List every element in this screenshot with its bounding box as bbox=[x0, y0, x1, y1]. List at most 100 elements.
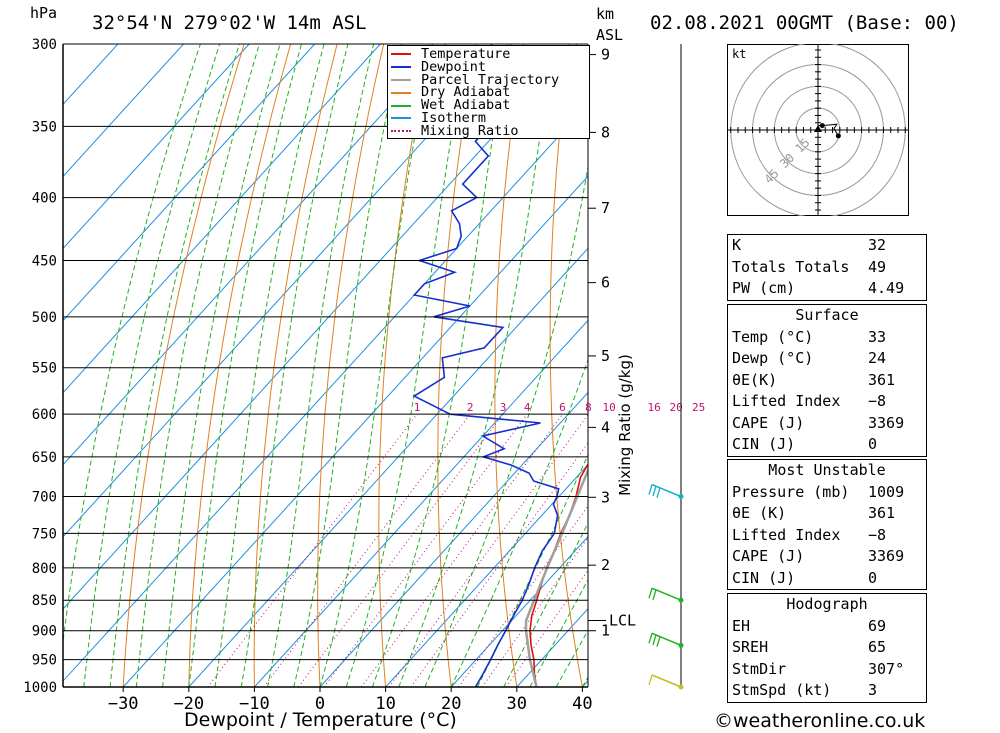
mixing-ratio-tick-label: 25 bbox=[692, 401, 705, 414]
isotherm-line bbox=[63, 44, 447, 466]
indices-row: CAPE (J) 3369 bbox=[728, 546, 926, 568]
indices-label: θE (K) bbox=[732, 504, 787, 522]
pressure-tick-label: 1000 bbox=[23, 680, 57, 696]
asl-label: ASL bbox=[596, 26, 624, 44]
indices-label: EH bbox=[732, 616, 751, 635]
indices-label: Temp (°C) bbox=[732, 327, 814, 346]
legend-label: Temperature bbox=[421, 46, 511, 62]
pressure-tick-label: 800 bbox=[32, 561, 57, 577]
legend-swatch bbox=[391, 66, 411, 69]
indices-label: StmSpd (kt) bbox=[732, 681, 832, 699]
height-tick-label: 4 bbox=[601, 418, 610, 436]
height-tick-label: 7 bbox=[601, 199, 610, 217]
mixing-ratio-tick-label: 20 bbox=[670, 401, 683, 414]
datetime-label: 02.08.2021 00GMT (Base: 00) bbox=[650, 12, 959, 34]
mixing-ratio-line bbox=[263, 413, 471, 687]
legend-item: Wet Adiabat bbox=[388, 99, 589, 112]
height-tick-label: 1 bbox=[601, 622, 610, 640]
indices-value: 0 bbox=[868, 435, 878, 453]
hodograph-point bbox=[835, 133, 841, 139]
mixing-ratio-line bbox=[207, 413, 418, 687]
indices-label: K bbox=[732, 236, 742, 254]
indices-value: 0 bbox=[868, 568, 878, 587]
indices-value: 24 bbox=[868, 349, 887, 367]
dry-adiabat-line bbox=[656, 44, 714, 687]
pressure-tick-label: 500 bbox=[32, 310, 57, 326]
legend-item: Dewpoint bbox=[388, 60, 589, 74]
indices-label: Lifted Index bbox=[732, 525, 841, 544]
legend-label: Dry Adiabat bbox=[421, 84, 511, 101]
wind-barb-shaft bbox=[651, 674, 682, 688]
indices-label: Lifted Index bbox=[732, 392, 841, 410]
wind-barb-shaft bbox=[651, 632, 682, 647]
mixing-ratio-tick-label: 3 bbox=[500, 401, 507, 414]
indices-surface: Surface Temp (°C) 33 Dewp (°C) 24 θE(K) 361 Lif… bbox=[727, 304, 927, 457]
indices-row: θE(K) 361 bbox=[728, 370, 926, 392]
x-tick-label: 0 bbox=[315, 694, 325, 714]
x-tick-label: −30 bbox=[108, 694, 139, 714]
legend-item: Temperature bbox=[388, 46, 589, 62]
indices-value: 361 bbox=[868, 370, 896, 389]
pressure-tick-label: 900 bbox=[32, 624, 57, 640]
wet-adiabat-line bbox=[503, 522, 588, 687]
legend-item: Isotherm bbox=[388, 111, 589, 125]
height-tick-label: 6 bbox=[601, 274, 610, 292]
mixing-ratio-tick-label: 4 bbox=[524, 401, 531, 414]
dry-adiabat-line bbox=[942, 44, 1000, 687]
legend-item: Parcel Trajectory bbox=[388, 73, 589, 87]
mixing-ratio-tick-label: 16 bbox=[647, 401, 660, 414]
indices-row: CIN (J) 0 bbox=[728, 434, 926, 456]
indices-value: 32 bbox=[868, 236, 887, 254]
indices-label: PW (cm) bbox=[732, 279, 796, 297]
height-tick-label: 2 bbox=[601, 556, 610, 574]
indices-label: StmDir bbox=[732, 659, 787, 678]
pressure-tick-label: 600 bbox=[32, 407, 57, 423]
chart-title: 32°54'N 279°02'W 14m ASL bbox=[92, 12, 367, 34]
pressure-tick-label: 550 bbox=[32, 361, 57, 377]
indices-row: Dewp (°C) 24 bbox=[728, 348, 926, 370]
mixing-ratio-tick-label: 10 bbox=[602, 401, 615, 414]
mixing-ratio-tick-label: 1 bbox=[414, 401, 421, 414]
legend-swatch bbox=[391, 104, 411, 107]
indices-row: StmSpd (kt) 3 bbox=[728, 680, 926, 702]
indices-label: CIN (J) bbox=[732, 568, 796, 587]
wet-adiabat-line bbox=[345, 44, 469, 687]
isotherm-line bbox=[122, 175, 588, 687]
isotherm-line bbox=[63, 44, 250, 250]
wind-barb-flag bbox=[648, 633, 653, 644]
legend-item: Mixing Ratio bbox=[388, 124, 589, 138]
wind-barb-flag bbox=[652, 589, 657, 600]
pressure-tick-label: 350 bbox=[32, 119, 57, 135]
indices-label: SREH bbox=[732, 638, 769, 656]
wet-adiabat-line bbox=[135, 44, 260, 687]
pressure-tick-label: 950 bbox=[32, 653, 57, 669]
indices-section-title: Hodograph bbox=[786, 595, 868, 613]
pressure-tick-label: 750 bbox=[32, 526, 57, 542]
indices-value: 361 bbox=[868, 504, 896, 522]
lcl-label: LCL bbox=[609, 612, 636, 630]
indices-row: StmDir 307° bbox=[728, 659, 926, 681]
indices-label: CAPE (J) bbox=[732, 547, 805, 565]
pressure-tick-label: 400 bbox=[32, 191, 57, 207]
height-tick-label: 3 bbox=[601, 488, 610, 506]
isotherm-line bbox=[63, 44, 578, 610]
indices-label: CIN (J) bbox=[732, 435, 796, 453]
legend-swatch bbox=[391, 117, 411, 120]
wind-barb-shaft bbox=[651, 587, 682, 601]
indices-row: CIN (J) 0 bbox=[728, 568, 926, 590]
storm-motion-marker bbox=[814, 125, 822, 132]
indices-value: 33 bbox=[868, 327, 887, 346]
indices-section-title: Surface bbox=[795, 306, 859, 324]
mixing-ratio-axis-label: Mixing Ratio (g/kg) bbox=[616, 354, 634, 496]
hodograph-unit-label: kt bbox=[732, 47, 746, 61]
wind-barb-flag bbox=[656, 487, 661, 498]
legend-swatch bbox=[391, 78, 411, 81]
isotherm-line bbox=[63, 44, 184, 178]
indices-value: −8 bbox=[868, 525, 887, 544]
isotherm-line bbox=[63, 103, 588, 682]
indices-row: PW (cm) 4.49 bbox=[728, 278, 926, 300]
isotherm-line bbox=[63, 44, 381, 394]
height-tick-label: 9 bbox=[601, 46, 610, 64]
hodograph-point bbox=[819, 123, 825, 129]
